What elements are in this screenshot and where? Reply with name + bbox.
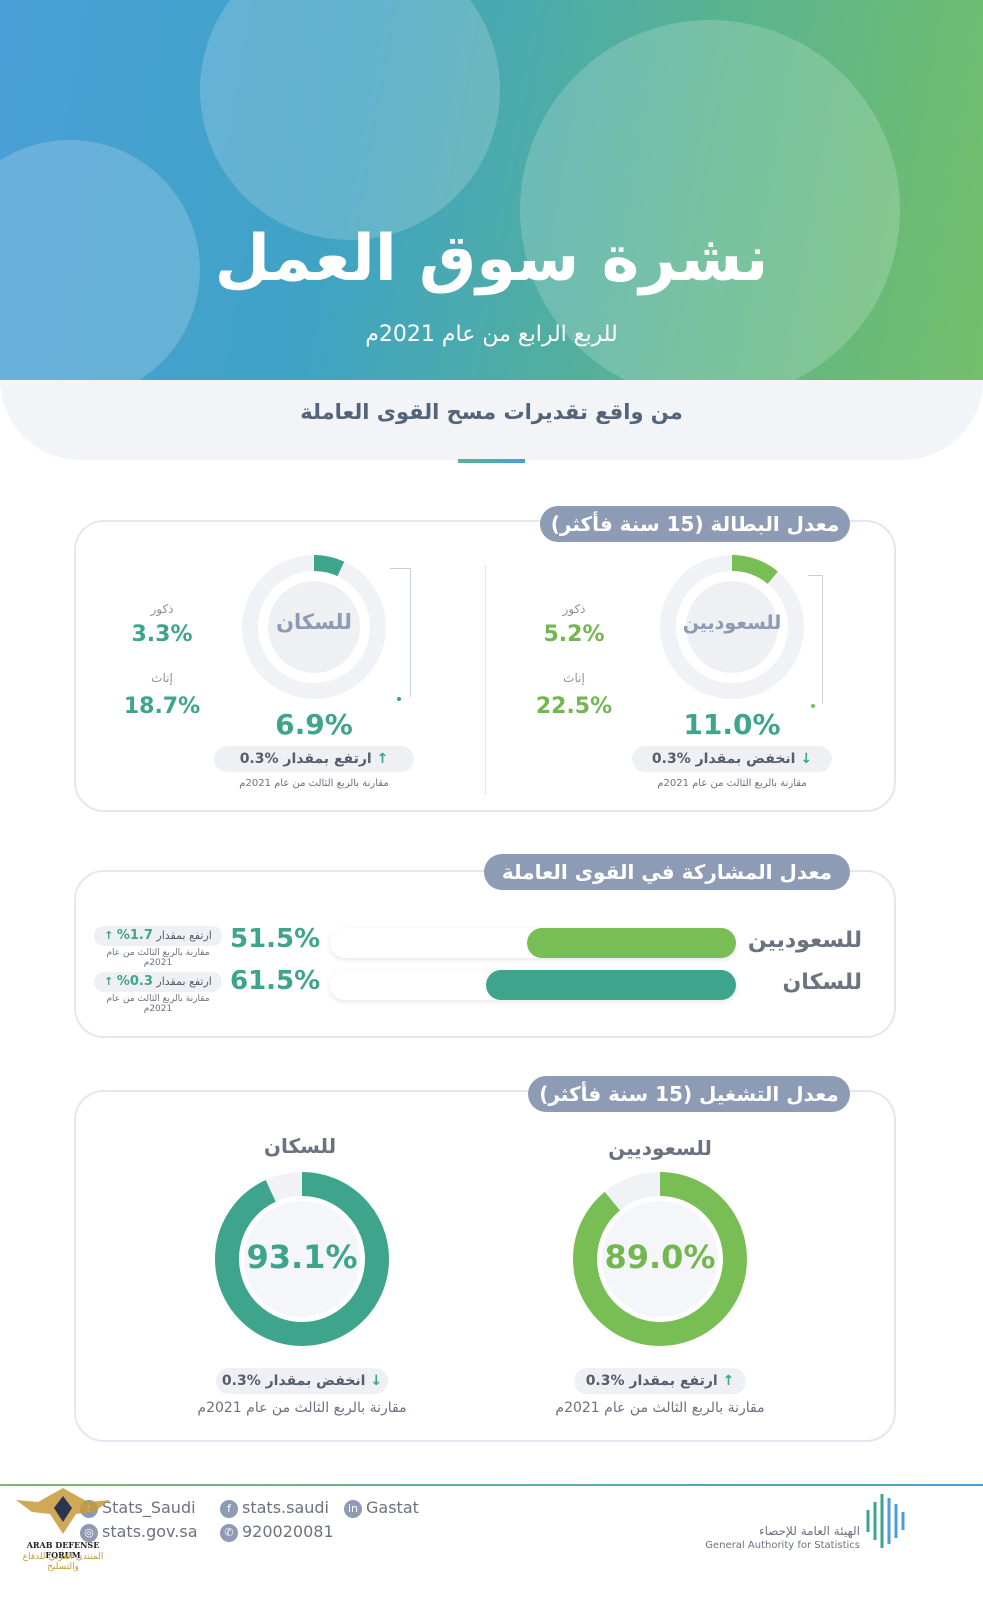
accent-divider [458, 459, 525, 463]
gastat-logo-icon [866, 1494, 905, 1548]
ring-center [686, 581, 778, 673]
change-text: ارتفع بمقدار %0.3 [239, 751, 372, 767]
employment-card [74, 1090, 896, 1442]
unemployment-population-label: للسكان [276, 610, 352, 634]
unemployment-title: معدل البطالة (15 سنة فأكثر) [540, 506, 850, 542]
employment-saudis-change: ↑ ارتفع بمقدار %0.3 [574, 1368, 746, 1394]
employment-saudis-rate: 89.0% [604, 1238, 716, 1276]
saudis-males-rate: 5.2% [543, 622, 605, 647]
employment-population-ring [215, 1172, 389, 1346]
unemployment-saudis-change: ↓ انخفض بمقدار %0.3 [632, 746, 832, 772]
unemployment-population-change: ↑ ارتفع بمقدار %0.3 [214, 746, 414, 772]
participation-title: معدل المشاركة في القوى العاملة [484, 854, 850, 890]
participation-row-change: ارتفع بمقدار 1.7% ↑ [94, 926, 222, 946]
change-label: ارتفع بمقدار [156, 975, 212, 988]
hero-decoration [200, 0, 500, 240]
unemployment-population-rate: 6.9% [275, 708, 353, 741]
change-text: ارتفع بمقدار %0.3 [585, 1373, 718, 1389]
unemployment-population-ring [242, 555, 386, 699]
linkedin-link[interactable]: in Gastat [344, 1498, 419, 1518]
org-name-en: General Authority for Statistics [705, 1540, 860, 1551]
ring-value-arc [660, 555, 804, 699]
phone-number: 920020081 [242, 1522, 334, 1541]
ring-connector [808, 575, 823, 704]
arrow-up-icon: ↑ [376, 751, 389, 767]
employment-saudis-compare: مقارنة بالربع الثالث من عام 2021م [555, 1400, 765, 1416]
linkedin-handle: Gastat [366, 1498, 419, 1517]
facebook-handle: stats.saudi [242, 1498, 329, 1517]
employment-population-compare: مقارنة بالربع الثالث من عام 2021م [197, 1400, 407, 1416]
population-females-label: إناث [151, 671, 173, 685]
globe-icon: ◎ [80, 1523, 98, 1542]
saudis-females-label: إناث [563, 671, 585, 685]
ring-connector [390, 568, 411, 697]
ring-connector-dot [811, 704, 815, 708]
page-subtitle: للربع الرابع من عام 2021م [365, 322, 618, 347]
change-text: انخفض بمقدار %0.3 [651, 751, 796, 767]
eagle-icon [16, 1488, 110, 1534]
participation-row-pct: 51.5% [230, 924, 321, 954]
ring-value-arc [573, 1172, 747, 1346]
source-band [0, 380, 983, 460]
unemployment-saudis-label: للسعوديين [682, 612, 782, 634]
page-title: نشرة سوق العمل [214, 222, 769, 296]
ring-value-arc [215, 1172, 389, 1346]
employment-population-change: ↓ انخفض بمقدار %0.3 [216, 1368, 388, 1394]
arrow-up-icon: ↑ [104, 975, 114, 988]
source-text: من واقع تقديرات مسح القوى العاملة [300, 400, 683, 424]
hero-banner [0, 0, 983, 380]
org-name-ar: الهيئة العامة للإحصاء [758, 1524, 860, 1538]
card-divider [485, 565, 486, 795]
phone-link[interactable]: ✆ 920020081 [220, 1522, 334, 1542]
change-value: 0.3% [116, 974, 153, 989]
watermark-en: ARAB DEFENSE FORUM [26, 1540, 100, 1560]
population-males-rate: 3.3% [131, 622, 193, 647]
unemployment-saudis-rate: 11.0% [683, 708, 781, 741]
participation-row-pct: 61.5% [230, 966, 321, 996]
participation-row-compare: مقارنة بالربع الثالث من عام 2021م [106, 948, 210, 968]
phone-icon: ✆ [220, 1523, 238, 1542]
ring-center [268, 581, 360, 673]
unemployment-population-compare: مقارنة بالربع الثالث من عام 2021م [239, 778, 389, 789]
employment-population-label: للسكان [263, 1134, 337, 1158]
twitter-handle: Stats_Saudi [102, 1498, 196, 1517]
facebook-icon: f [220, 1499, 238, 1518]
population-females-rate: 18.7% [123, 694, 201, 719]
watermark-logo: ARAB DEFENSE FORUM المنتدى العربي للدفاع… [8, 1482, 118, 1572]
hero-decoration [520, 20, 900, 380]
ring-center [602, 1201, 718, 1317]
participation-bar-fill [526, 928, 736, 958]
footer-divider [0, 1484, 983, 1486]
participation-row-change: ارتفع بمقدار 0.3% ↑ [94, 972, 222, 992]
watermark-ar: المنتدى العربي للدفاع والتسليح [22, 1552, 104, 1572]
saudis-females-rate: 22.5% [535, 694, 613, 719]
population-males-label: ذكور [150, 602, 174, 616]
arrow-up-icon: ↑ [104, 929, 114, 942]
unemployment-saudis-ring [660, 555, 804, 699]
arrow-up-icon: ↑ [722, 1373, 735, 1389]
ring-center [244, 1201, 360, 1317]
website-link[interactable]: ◎ stats.gov.sa [80, 1522, 198, 1542]
unemployment-saudis-compare: مقارنة بالربع الثالث من عام 2021م [657, 778, 807, 789]
change-label: ارتفع بمقدار [156, 929, 212, 942]
ring-connector-dot [397, 697, 401, 701]
arrow-down-icon: ↓ [370, 1373, 383, 1389]
website-url: stats.gov.sa [102, 1522, 198, 1541]
facebook-link[interactable]: f stats.saudi [220, 1498, 329, 1518]
participation-row-compare: مقارنة بالربع الثالث من عام 2021م [106, 994, 210, 1014]
employment-title: معدل التشغيل (15 سنة فأكثر) [528, 1076, 850, 1112]
employment-saudis-ring [573, 1172, 747, 1346]
participation-row-label: للسكان [782, 970, 862, 995]
arrow-down-icon: ↓ [800, 751, 813, 767]
employment-population-rate: 93.1% [246, 1238, 358, 1276]
linkedin-icon: in [344, 1499, 362, 1518]
saudis-males-label: ذكور [562, 602, 586, 616]
participation-row-label: للسعوديين [747, 928, 862, 953]
ring-value-arc [242, 555, 386, 699]
employment-saudis-label: للسعوديين [608, 1136, 712, 1160]
participation-bar-fill [486, 970, 736, 1000]
change-value: 1.7% [116, 928, 153, 943]
change-text: انخفض بمقدار %0.3 [221, 1373, 366, 1389]
